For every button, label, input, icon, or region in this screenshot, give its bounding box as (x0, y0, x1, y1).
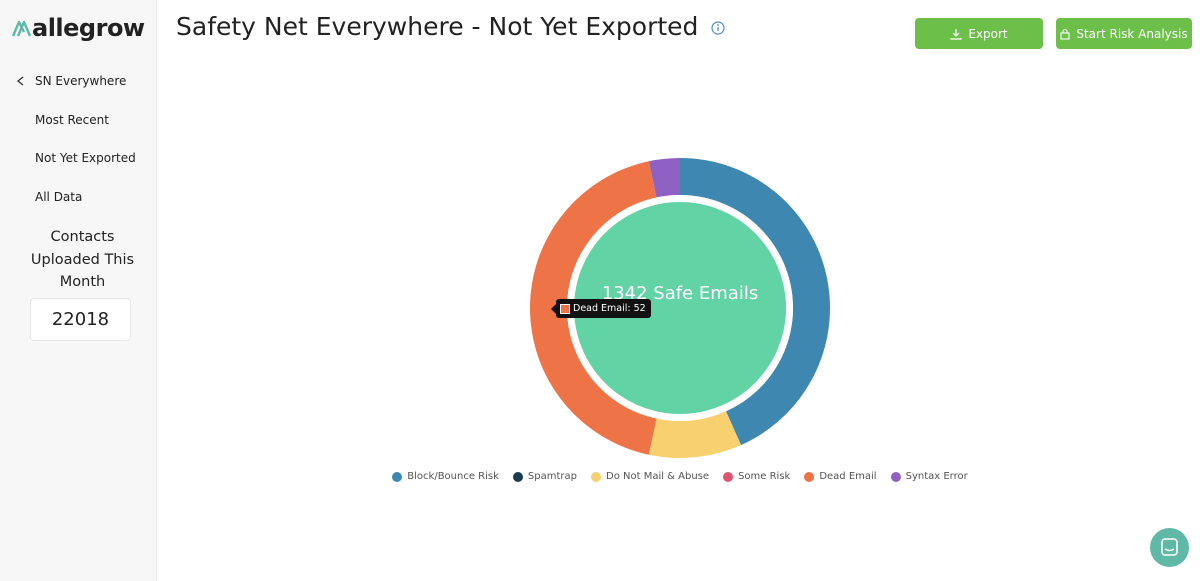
logo-icon (11, 20, 32, 37)
legend-label: Syntax Error (905, 471, 968, 482)
center-circle (574, 202, 786, 414)
button-label: Export (968, 26, 1008, 41)
logo[interactable]: allegrow (10, 14, 145, 42)
title-text: Safety Net Everywhere - Not Yet Exported (176, 12, 699, 41)
legend-item[interactable]: Dead Email (804, 471, 877, 482)
legend: Block/Bounce Risk Spamtrap Do Not Mail & A… (330, 471, 1030, 482)
page-title: Safety Net Everywhere - Not Yet Exported (176, 12, 726, 41)
nav-item[interactable]: All Data (35, 190, 83, 204)
nav-item[interactable]: Most Recent (35, 113, 109, 127)
legend-label: Some Risk (738, 471, 791, 482)
info-icon[interactable] (706, 20, 726, 36)
lock-icon (1060, 28, 1070, 40)
sidebar: allegrow SN Everywhere Most Recent Not Y… (0, 0, 157, 581)
legend-label: Block/Bounce Risk (407, 471, 499, 482)
donut-segment (680, 158, 830, 446)
legend-item[interactable]: Block/Bounce Risk (392, 471, 499, 482)
legend-item[interactable]: Syntax Error (890, 471, 968, 482)
center-label: 1342 Safe Emails (601, 283, 759, 304)
donut-segment (648, 158, 680, 198)
legend-item[interactable]: Some Risk (723, 471, 790, 482)
chat-button[interactable] (1150, 528, 1189, 567)
tooltip-swatch (560, 303, 570, 314)
legend-swatch (723, 471, 734, 482)
legend-item[interactable]: Do Not Mail & Abuse (591, 471, 709, 482)
tooltip: Dead Email: 52 (551, 299, 651, 318)
donut-segment (648, 411, 742, 458)
logo-text: allegrow (32, 14, 145, 42)
contacts-label: Contacts Uploaded This Month (30, 229, 135, 290)
donut-segment (530, 161, 657, 455)
tooltip-text: Dead Email: 52 (573, 303, 646, 314)
legend-swatch (392, 471, 403, 482)
export-button[interactable]: Export (915, 18, 1043, 49)
chat-icon (1161, 538, 1178, 556)
legend-swatch (512, 471, 523, 482)
legend-label: Do Not Mail & Abuse (606, 471, 710, 482)
back-link[interactable]: SN Everywhere (0, 62, 156, 100)
nav-item[interactable]: Not Yet Exported (35, 151, 136, 165)
legend-swatch (591, 471, 601, 482)
chevron (16, 76, 24, 86)
legend-label: Dead Email (819, 471, 877, 482)
button-label: Start Risk Analysis (1076, 26, 1188, 41)
back-text: SN Everywhere (35, 74, 127, 88)
legend-swatch (804, 471, 815, 482)
risk-button[interactable]: Start Risk Analysis (1056, 18, 1192, 49)
contacts-value: 22018 (30, 298, 131, 341)
legend-item[interactable]: Spamtrap (512, 471, 577, 482)
legend-swatch (890, 471, 901, 482)
download-icon (950, 28, 962, 40)
legend-label: Spamtrap (527, 471, 577, 482)
